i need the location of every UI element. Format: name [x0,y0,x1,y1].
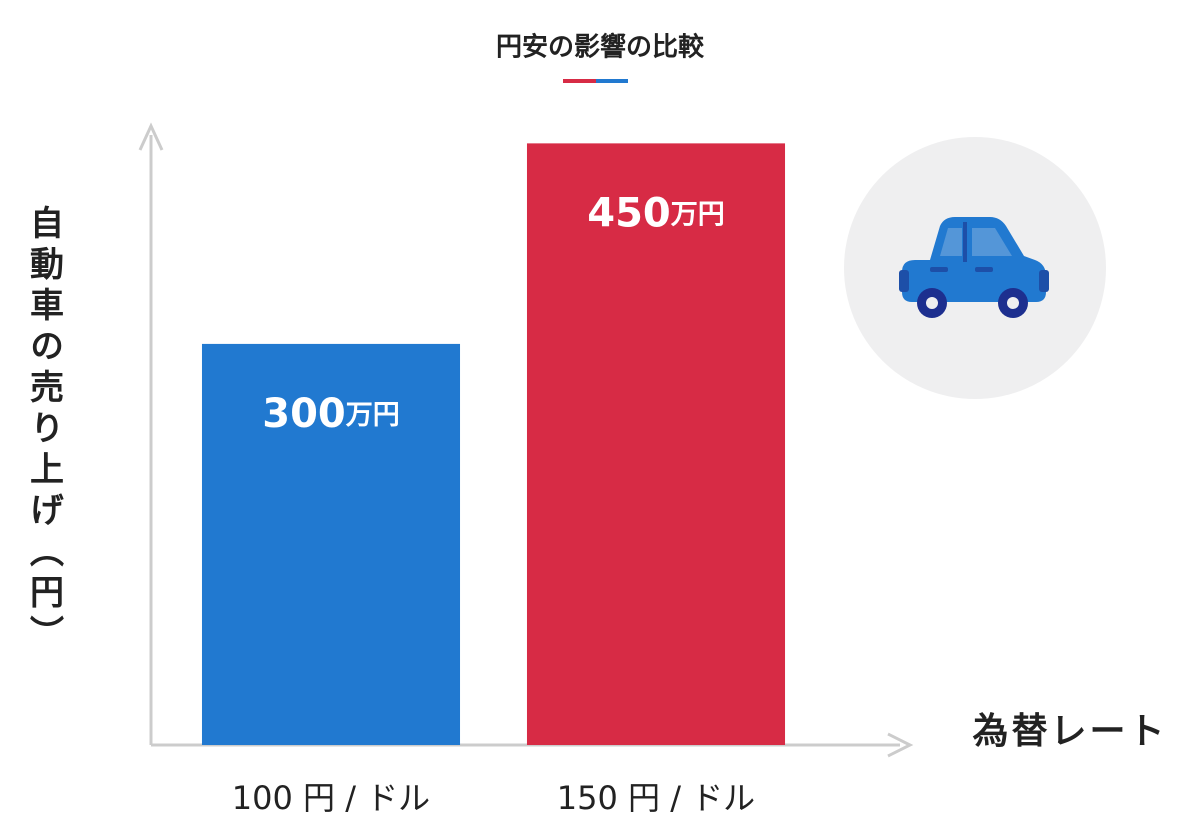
x-tick-label: 150 円 / ドル [557,779,755,817]
chart-title: 円安の影響の比較 [496,32,705,63]
bar [201,343,461,745]
bar [526,143,786,745]
car-icon [844,137,1106,399]
value-label: 300万円 [262,391,400,437]
x-tick-label: 100 円 / ドル [232,779,430,817]
x-axis-label: 為替レート [972,711,1167,752]
y-axis-label: 自動車の売り上げ（円） [24,205,64,656]
value-label: 450万円 [587,190,725,236]
